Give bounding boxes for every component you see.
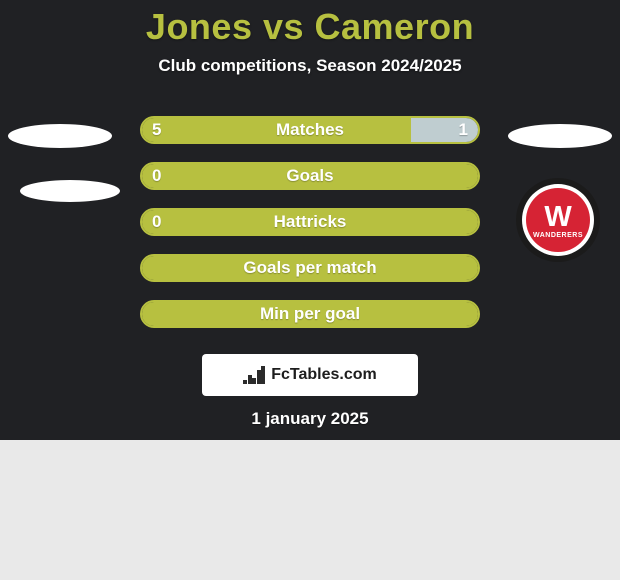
bar-label: Hattricks [140,208,480,236]
bar-value-left: 5 [152,116,161,144]
comparison-row: Min per goal [0,300,620,346]
content-root: Jones vs Cameron Club competitions, Seas… [0,0,620,580]
club-badge-subtext: WANDERERS [533,232,583,239]
bar-label: Matches [140,116,480,144]
attribution-text: FcTables.com [271,366,377,384]
bar-label: Min per goal [140,300,480,328]
player-left-placeholder-2 [20,180,120,202]
bar-label: Goals [140,162,480,190]
club-badge-core: W WANDERERS [526,188,590,252]
player-right-placeholder-1 [508,124,612,148]
bar-value-left: 0 [152,208,161,236]
page-subtitle: Club competitions, Season 2024/2025 [0,56,620,76]
player-left-placeholder-1 [8,124,112,148]
bar-label: Goals per match [140,254,480,282]
club-badge-monogram: W [544,201,571,234]
attribution-chart-bar [243,380,247,384]
club-badge-right: W WANDERERS [516,178,600,262]
footer-date: 1 january 2025 [0,409,620,429]
attribution-chart-bar [248,375,252,384]
attribution-box: FcTables.com [202,354,418,396]
page-title: Jones vs Cameron [0,0,620,48]
attribution-chart-bar [257,370,261,384]
club-badge-ring: W WANDERERS [522,184,594,256]
bar-value-left: 0 [152,162,161,190]
attribution-chart-bar [252,378,256,384]
bar-value-right: 1 [459,116,468,144]
attribution-chart-icon [243,366,265,384]
comparison-row: Goals per match [0,254,620,300]
attribution-chart-bar [261,366,265,384]
